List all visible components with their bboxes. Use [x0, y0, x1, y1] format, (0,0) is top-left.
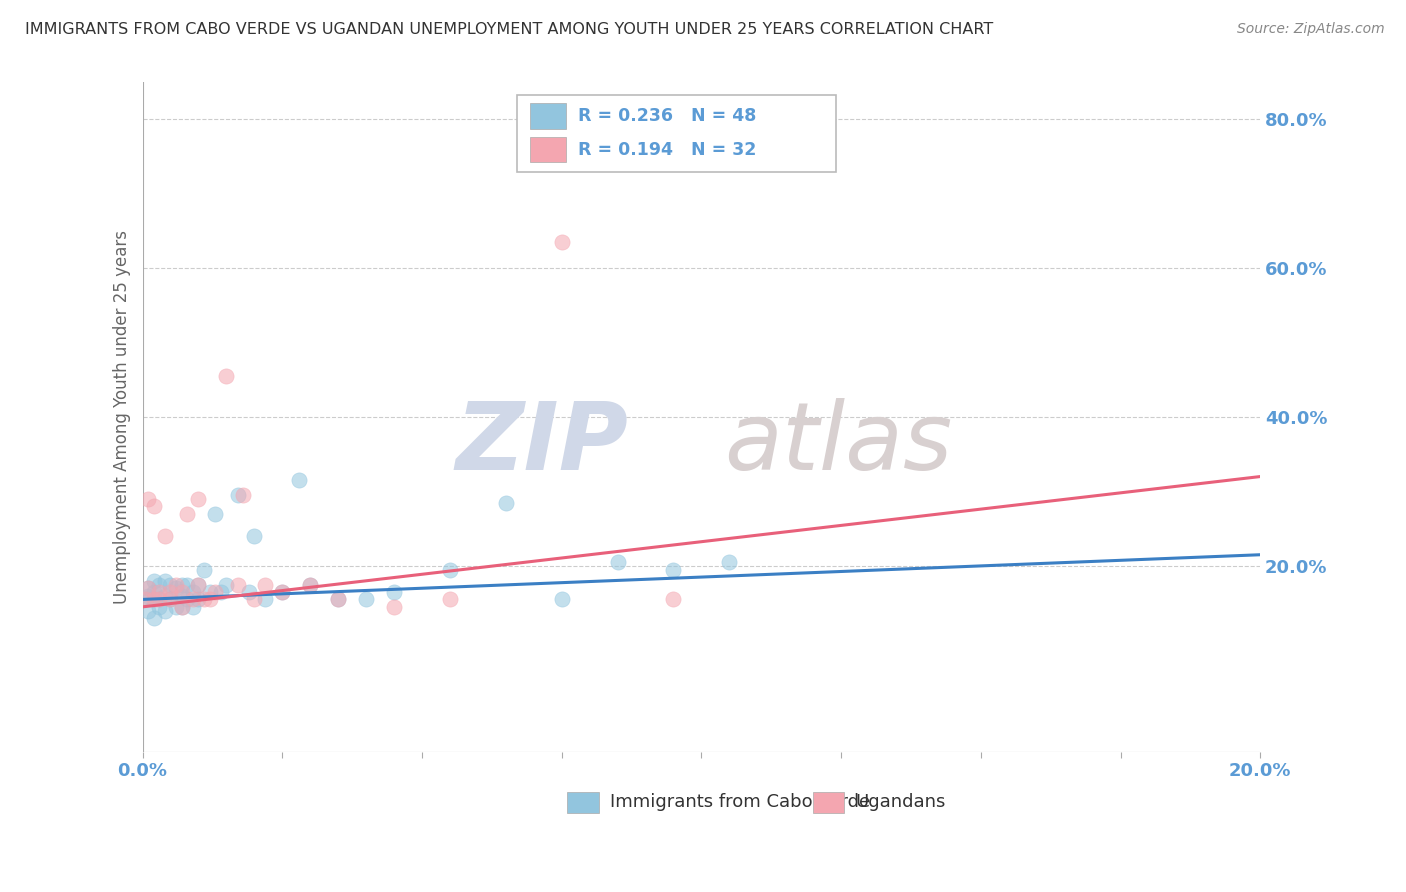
Point: [243, 592, 266, 607]
Text: ZIP: ZIP: [456, 398, 628, 490]
Point: [142, 592, 165, 607]
Point: [198, 585, 221, 599]
Point: [271, 585, 294, 599]
Text: Immigrants from Cabo Verde: Immigrants from Cabo Verde: [610, 793, 870, 812]
Point: [226, 577, 249, 591]
Point: [187, 577, 209, 591]
Point: [187, 577, 209, 591]
Point: [288, 473, 311, 487]
Point: [176, 577, 198, 591]
Text: R = 0.194   N = 32: R = 0.194 N = 32: [578, 141, 756, 159]
Point: [153, 604, 176, 618]
Point: [204, 507, 226, 521]
Point: [209, 585, 232, 599]
FancyBboxPatch shape: [530, 103, 567, 128]
FancyBboxPatch shape: [517, 95, 835, 172]
Point: [165, 577, 187, 591]
Point: [170, 589, 193, 603]
Point: [176, 592, 198, 607]
Point: [159, 577, 181, 591]
Text: Source: ZipAtlas.com: Source: ZipAtlas.com: [1237, 22, 1385, 37]
Point: [148, 592, 170, 607]
Point: [142, 574, 165, 588]
FancyBboxPatch shape: [530, 136, 567, 162]
Point: [382, 599, 405, 614]
Point: [439, 592, 461, 607]
Point: [215, 577, 238, 591]
Point: [170, 599, 193, 614]
Point: [170, 585, 193, 599]
Point: [148, 585, 170, 599]
Point: [159, 592, 181, 607]
Point: [136, 581, 159, 595]
Point: [193, 592, 215, 607]
Point: [326, 592, 349, 607]
Point: [271, 585, 294, 599]
Point: [165, 581, 187, 595]
Point: [238, 585, 260, 599]
FancyBboxPatch shape: [813, 791, 845, 813]
Point: [159, 592, 181, 607]
Point: [142, 585, 165, 599]
Point: [495, 495, 517, 509]
Point: [204, 585, 226, 599]
Point: [198, 592, 221, 607]
Point: [226, 488, 249, 502]
Point: [142, 611, 165, 625]
Text: R = 0.236   N = 48: R = 0.236 N = 48: [578, 107, 756, 125]
Point: [243, 529, 266, 543]
Point: [170, 599, 193, 614]
Text: Ugandans: Ugandans: [856, 793, 946, 812]
Point: [718, 555, 741, 569]
Point: [299, 577, 322, 591]
Point: [662, 592, 685, 607]
Point: [136, 589, 159, 603]
Point: [165, 599, 187, 614]
Point: [153, 574, 176, 588]
Point: [550, 592, 572, 607]
Point: [254, 577, 277, 591]
FancyBboxPatch shape: [567, 791, 599, 813]
Point: [662, 563, 685, 577]
Point: [187, 491, 209, 506]
Y-axis label: Unemployment Among Youth under 25 years: Unemployment Among Youth under 25 years: [114, 230, 131, 604]
Point: [148, 592, 170, 607]
Point: [193, 563, 215, 577]
Point: [439, 563, 461, 577]
Point: [550, 235, 572, 249]
Point: [181, 599, 204, 614]
Point: [299, 577, 322, 591]
Point: [232, 488, 254, 502]
Point: [136, 491, 159, 506]
Point: [215, 369, 238, 384]
Point: [142, 500, 165, 514]
Point: [159, 585, 181, 599]
Point: [170, 577, 193, 591]
Point: [326, 592, 349, 607]
Point: [142, 592, 165, 607]
Point: [254, 592, 277, 607]
Point: [148, 577, 170, 591]
Point: [136, 581, 159, 595]
Point: [176, 507, 198, 521]
Point: [354, 592, 377, 607]
Point: [153, 529, 176, 543]
Point: [181, 592, 204, 607]
Point: [153, 589, 176, 603]
Text: IMMIGRANTS FROM CABO VERDE VS UGANDAN UNEMPLOYMENT AMONG YOUTH UNDER 25 YEARS CO: IMMIGRANTS FROM CABO VERDE VS UGANDAN UN…: [25, 22, 994, 37]
Point: [148, 599, 170, 614]
Point: [606, 555, 628, 569]
Point: [134, 592, 156, 607]
Point: [382, 585, 405, 599]
Point: [187, 592, 209, 607]
Point: [134, 592, 156, 607]
Text: atlas: atlas: [724, 399, 952, 490]
Point: [136, 604, 159, 618]
Point: [181, 585, 204, 599]
